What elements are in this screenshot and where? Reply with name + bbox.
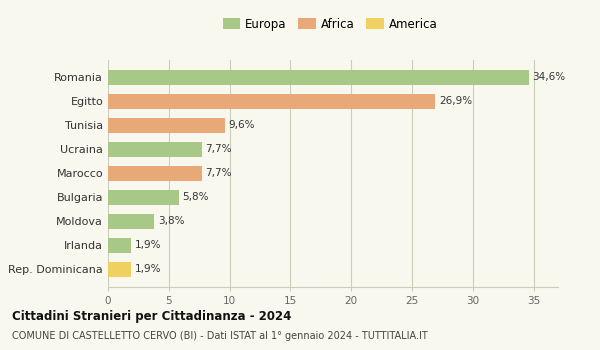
Text: 5,8%: 5,8% (182, 192, 209, 202)
Text: Cittadini Stranieri per Cittadinanza - 2024: Cittadini Stranieri per Cittadinanza - 2… (12, 310, 292, 323)
Bar (108, 142, 202, 157)
Text: COMUNE DI CASTELLETTO CERVO (BI) - Dati ISTAT al 1° gennaio 2024 - TUTTITALIA.IT: COMUNE DI CASTELLETTO CERVO (BI) - Dati … (12, 331, 428, 341)
Text: 3,8%: 3,8% (158, 216, 184, 226)
Bar (108, 262, 131, 276)
Text: 34,6%: 34,6% (532, 72, 566, 82)
Bar (108, 70, 529, 85)
Text: 1,9%: 1,9% (135, 240, 161, 250)
Bar (108, 238, 131, 253)
Bar (108, 190, 179, 205)
Text: 1,9%: 1,9% (135, 264, 161, 274)
Text: 7,7%: 7,7% (205, 168, 232, 178)
Text: 26,9%: 26,9% (439, 96, 472, 106)
Bar (108, 94, 435, 109)
Text: 7,7%: 7,7% (205, 144, 232, 154)
Legend: Europa, Africa, America: Europa, Africa, America (218, 13, 442, 35)
Bar (108, 166, 202, 181)
Text: 9,6%: 9,6% (229, 120, 255, 130)
Bar (108, 214, 154, 229)
Bar (108, 118, 225, 133)
